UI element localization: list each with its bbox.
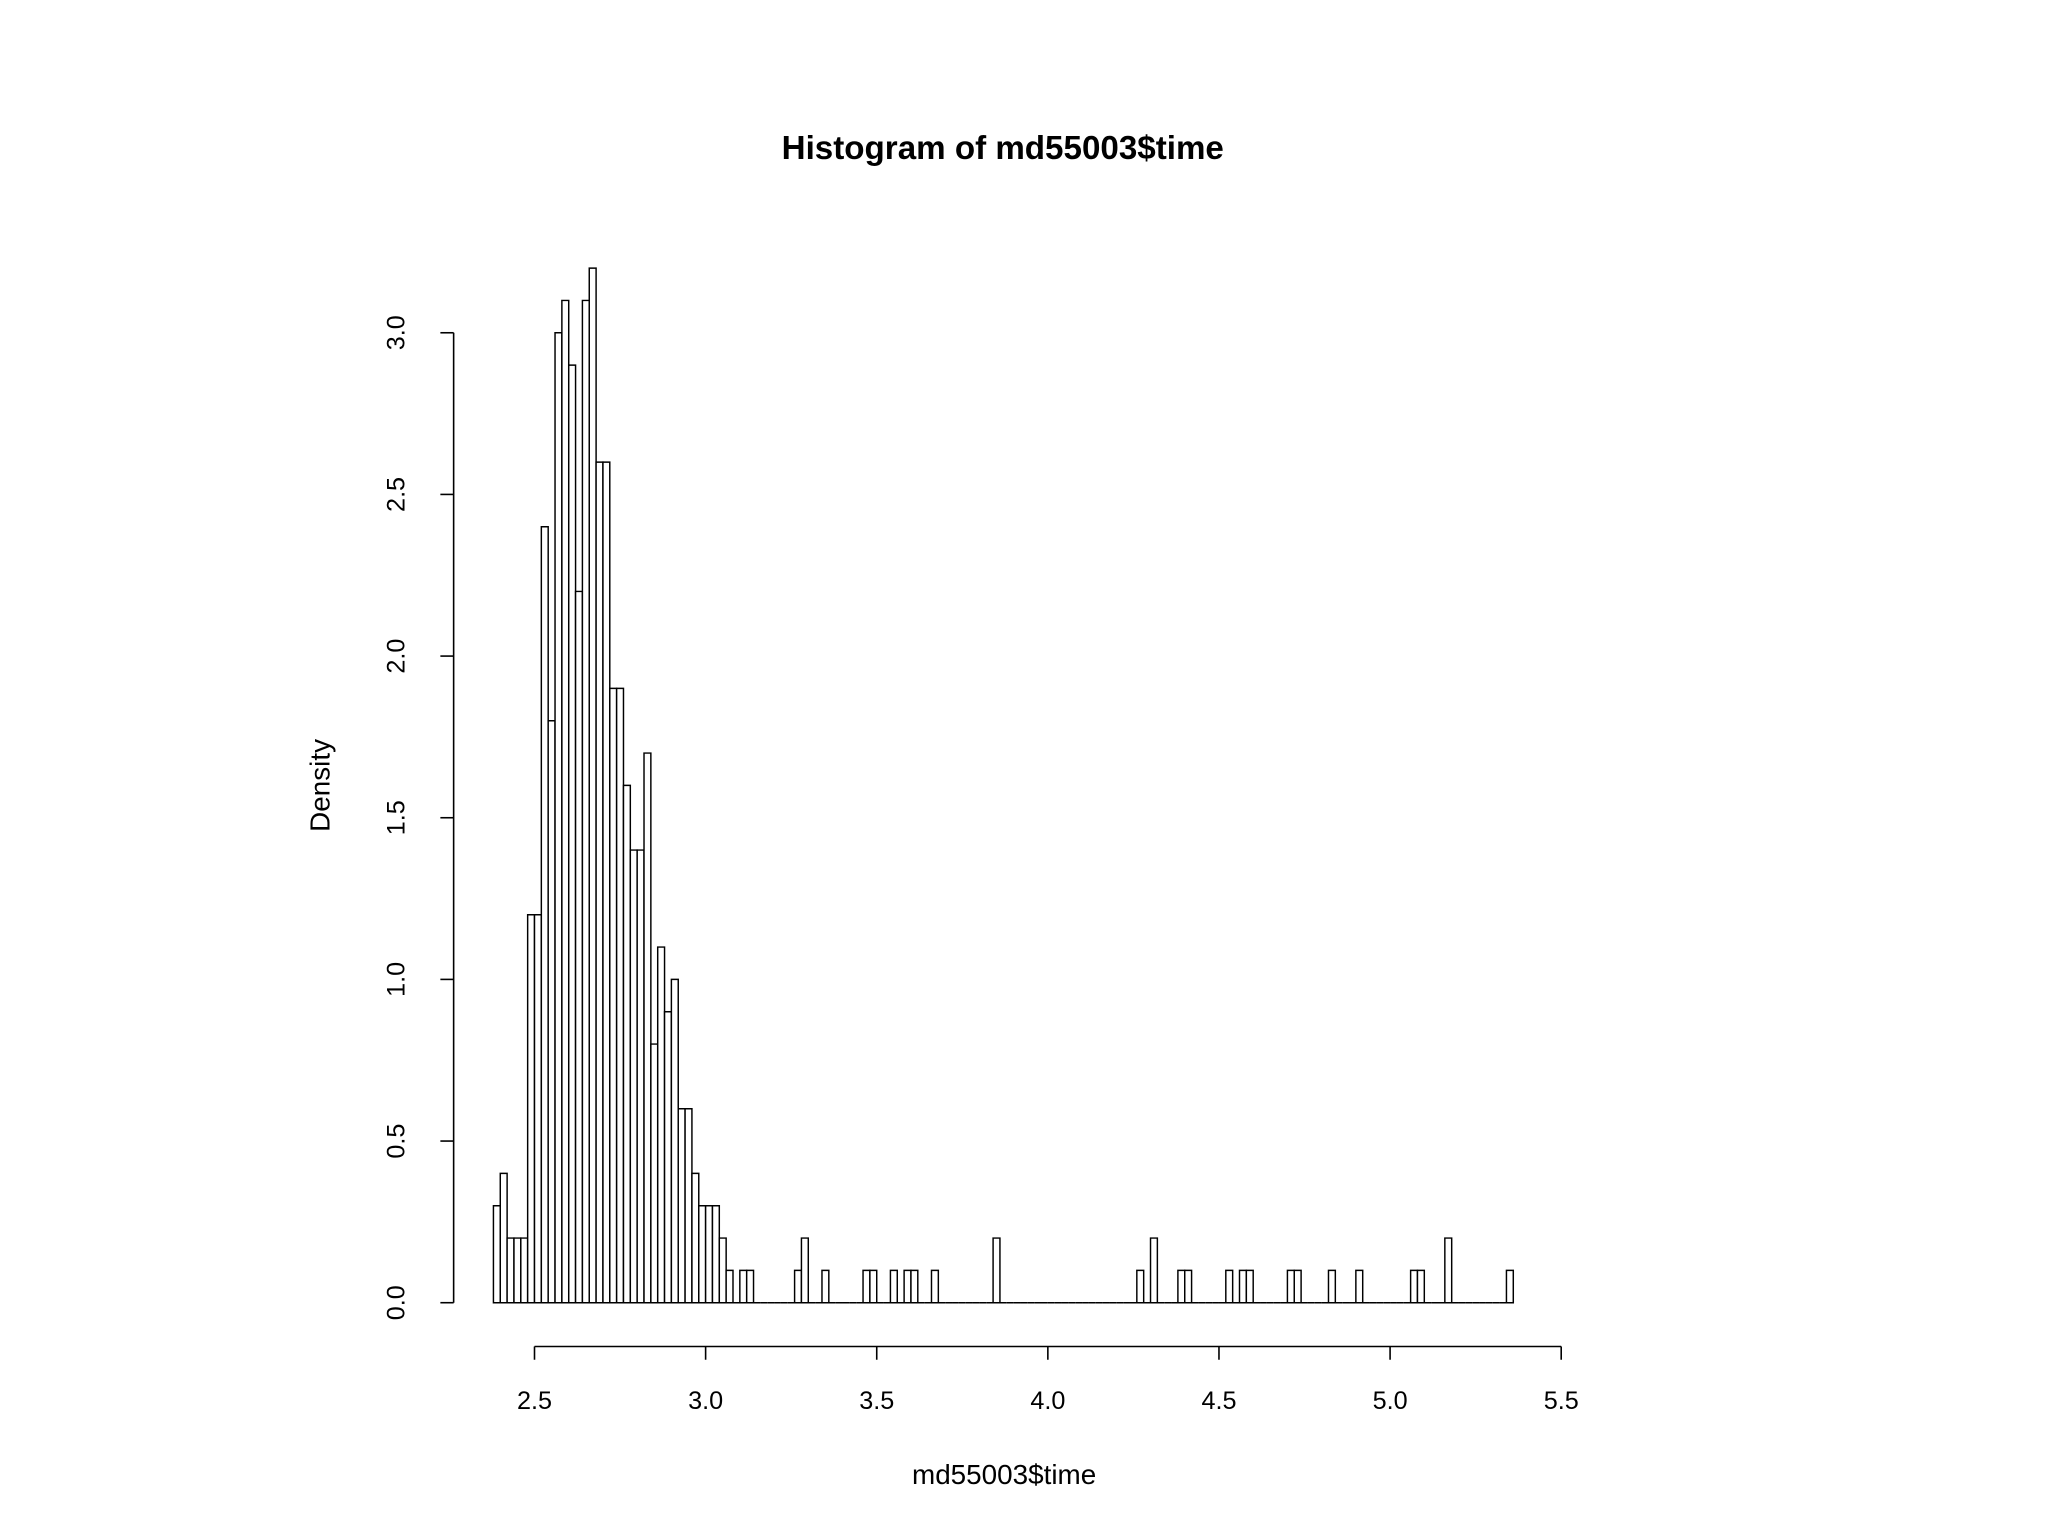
bar [684,1107,693,1304]
bar [513,1237,522,1304]
bar [821,1269,830,1304]
y-tick-label: 1.0 [383,962,411,997]
x-axis-label: md55003$time [912,1459,1096,1490]
bar [869,1269,878,1304]
y-tick-label: 0.0 [383,1285,411,1320]
x-tick-label: 4.5 [1201,1387,1236,1415]
bar [609,687,618,1304]
bar [547,720,556,1304]
bar [629,849,638,1304]
bar [520,1237,529,1304]
y-tick-label: 2.5 [383,477,411,512]
bar [1416,1269,1426,1304]
bar [698,1204,707,1304]
bar [526,914,536,1304]
bar [1409,1269,1419,1304]
bar [1177,1269,1186,1304]
x-tick-label: 5.5 [1544,1387,1579,1415]
bar [745,1269,755,1304]
y-tick-label: 3.0 [383,315,411,350]
bar [492,1204,502,1304]
bar [663,1010,673,1304]
bar [930,1269,940,1304]
bar [1245,1269,1254,1304]
bar [1149,1237,1159,1304]
bar [581,299,590,1304]
bar [704,1204,714,1304]
bar [588,267,597,1304]
bar [1238,1269,1248,1304]
bar [636,849,645,1304]
bar [622,784,632,1304]
bar [691,1172,700,1304]
bar [793,1269,803,1304]
bar [615,687,625,1304]
x-tick-label: 5.0 [1373,1387,1408,1415]
y-tick-label: 1.5 [383,800,411,835]
bar [574,590,584,1304]
bar [670,978,679,1304]
bar [540,526,549,1304]
x-tick-label: 4.0 [1030,1387,1065,1415]
bar [889,1269,898,1304]
bar [800,1237,810,1304]
bar [561,299,570,1304]
bar [1225,1269,1234,1304]
bar [739,1269,748,1304]
bar [992,1237,1001,1304]
bar [718,1237,727,1304]
bar [1327,1269,1337,1304]
bar [554,332,563,1304]
y-tick-label: 0.5 [383,1124,411,1159]
bar [602,461,611,1304]
x-tick-label: 3.0 [688,1387,723,1415]
y-axis-label: Density [305,739,336,832]
bar [725,1269,734,1304]
x-tick-label: 2.5 [517,1387,552,1415]
bar [1355,1269,1364,1304]
y-tick-label: 2.0 [383,639,411,674]
bar [1505,1269,1515,1304]
bar [567,364,577,1304]
chart-title: Histogram of md55003$time [782,130,1224,167]
bar [499,1172,508,1304]
bar [643,752,652,1304]
bar [910,1269,919,1304]
x-tick-label: 3.5 [859,1387,894,1415]
bar [506,1237,515,1304]
bar [677,1107,686,1304]
bar [533,914,543,1304]
bar [1293,1269,1302,1304]
bar [1444,1237,1453,1304]
bar [862,1269,871,1304]
bar [1184,1269,1193,1304]
bar [1136,1269,1145,1304]
bar [650,1043,659,1304]
bar [1286,1269,1295,1304]
bar [711,1204,721,1304]
bar [903,1269,912,1304]
bar [595,461,604,1304]
bar [656,946,666,1304]
